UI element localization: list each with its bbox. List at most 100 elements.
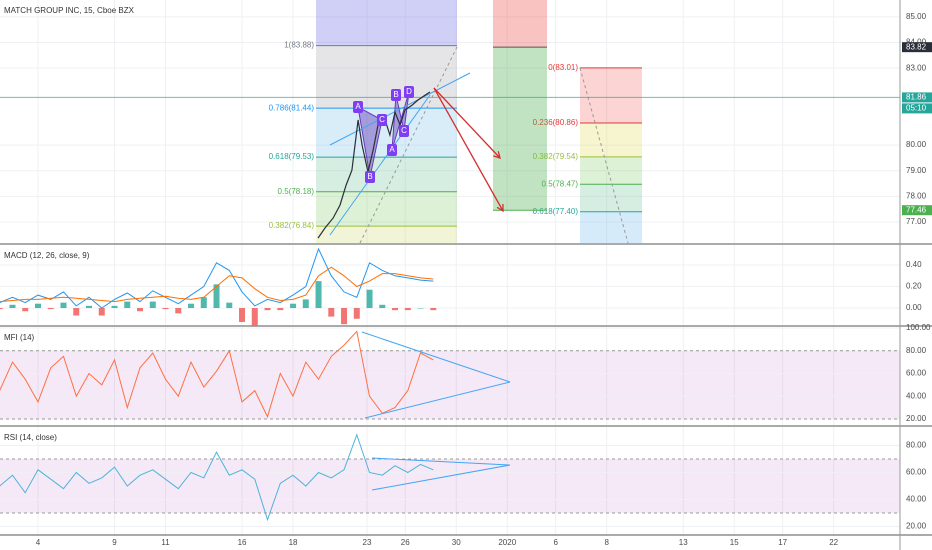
pattern-label: B	[367, 172, 372, 181]
fib-label: 0.382(76.84)	[269, 221, 315, 230]
histogram-bar	[149, 301, 156, 309]
fib-label: 0.618(77.40)	[533, 207, 579, 216]
y-tick-label: 0.00	[906, 303, 922, 312]
last-price-label: 81.86	[906, 93, 927, 102]
fib-zone	[580, 211, 642, 243]
countdown-label: 05:10	[906, 104, 927, 113]
fib-zone	[580, 67, 642, 124]
x-tick-label: 2020	[498, 538, 516, 547]
x-tick-label: 22	[829, 538, 838, 547]
histogram-bar	[188, 303, 195, 309]
x-tick-label: 8	[604, 538, 609, 547]
histogram-bar	[111, 305, 118, 309]
y-tick-label: 40.00	[906, 495, 927, 504]
fib-zone	[316, 45, 457, 109]
target-label: 77.46	[906, 205, 927, 214]
arrow-head	[493, 151, 501, 159]
y-tick-label: 79.00	[906, 166, 927, 175]
y-tick-label: 78.00	[906, 191, 927, 200]
histogram-bar	[98, 308, 105, 316]
y-tick-label: 85.00	[906, 12, 927, 21]
pattern-badge	[391, 89, 401, 101]
histogram-bar	[315, 281, 322, 309]
pattern-label: C	[401, 126, 407, 135]
y-tick-label: 20.00	[906, 522, 927, 531]
pattern-label: A	[389, 145, 395, 154]
y-tick-label: 60.00	[906, 369, 927, 378]
histogram-bar	[341, 308, 348, 325]
forecast-arrow	[433, 87, 504, 212]
x-tick-label: 26	[401, 538, 410, 547]
pane-title: MACD (12, 26, close, 9)	[4, 251, 90, 260]
fib-zone	[316, 157, 457, 192]
histogram-bar	[34, 303, 41, 309]
trend-line	[359, 46, 458, 244]
histogram-bar	[392, 308, 399, 311]
forecast-arrow	[433, 87, 501, 159]
histogram-bar	[430, 308, 437, 311]
x-tick-label: 16	[238, 538, 247, 547]
histogram-bar	[175, 308, 182, 314]
pattern-label: D	[406, 87, 412, 96]
x-tick-label: 15	[730, 538, 739, 547]
histogram-bar	[0, 308, 3, 310]
histogram-bar	[277, 308, 284, 311]
histogram-bar	[379, 304, 386, 309]
histogram-bar	[137, 308, 144, 312]
histogram-bar	[213, 284, 220, 309]
trend-line	[371, 457, 511, 466]
y-tick-label: 83.00	[906, 63, 927, 72]
y-tick-label: 80.00	[906, 346, 927, 355]
histogram-bar	[22, 308, 29, 312]
pane-title: MFI (14)	[4, 333, 35, 342]
pattern-label: C	[379, 115, 385, 124]
y-tick-label: 100.00	[906, 323, 931, 332]
histogram-bar	[366, 289, 373, 309]
price-badge	[902, 205, 932, 216]
fib-label: 0.5(78.18)	[278, 187, 315, 196]
fib-label: 0.786(81.44)	[269, 103, 315, 112]
histogram-bar	[200, 297, 207, 309]
histogram-bar	[290, 303, 297, 309]
price-badge	[902, 42, 932, 53]
band-fill	[0, 458, 900, 513]
arrow-head	[496, 203, 504, 213]
fib-label: 1(83.88)	[284, 41, 314, 50]
x-tick-label: 18	[289, 538, 298, 547]
pattern-badge	[365, 171, 375, 183]
fib-zone	[316, 0, 457, 46]
fib-zone	[580, 123, 642, 157]
x-tick-label: 6	[553, 538, 558, 547]
x-tick-label: 30	[452, 538, 461, 547]
macd-line	[0, 247, 434, 309]
histogram-bar	[417, 308, 424, 309]
histogram-bar	[404, 308, 411, 311]
pattern-badge	[399, 125, 409, 137]
histogram-bar	[60, 302, 67, 309]
x-tick-label: 4	[36, 538, 41, 547]
histogram-bar	[162, 308, 169, 310]
x-tick-label: 23	[363, 538, 372, 547]
y-tick-label: 0.20	[906, 282, 922, 291]
histogram-bar	[124, 301, 131, 309]
histogram-bar	[73, 308, 80, 316]
y-tick-label: 80.00	[906, 140, 927, 149]
pattern-shape	[357, 106, 383, 178]
y-tick-label: 40.00	[906, 391, 927, 400]
pattern-label: B	[393, 90, 398, 99]
trend-line	[371, 464, 511, 491]
fib-label: 0.618(79.53)	[269, 152, 315, 161]
trend-line	[329, 72, 471, 146]
price-badge	[902, 92, 932, 103]
histogram-bar	[302, 299, 309, 309]
pattern-badge	[387, 144, 397, 156]
histogram-bar	[264, 308, 271, 311]
pattern-label: A	[355, 102, 361, 111]
fib-label: 0.236(80.86)	[533, 118, 579, 127]
histogram-bar	[9, 304, 16, 309]
macd-line	[0, 266, 434, 303]
fib-label: 0.5(78.47)	[542, 179, 579, 188]
entry-label: 83.82	[906, 42, 927, 51]
y-tick-label: 80.00	[906, 441, 927, 450]
